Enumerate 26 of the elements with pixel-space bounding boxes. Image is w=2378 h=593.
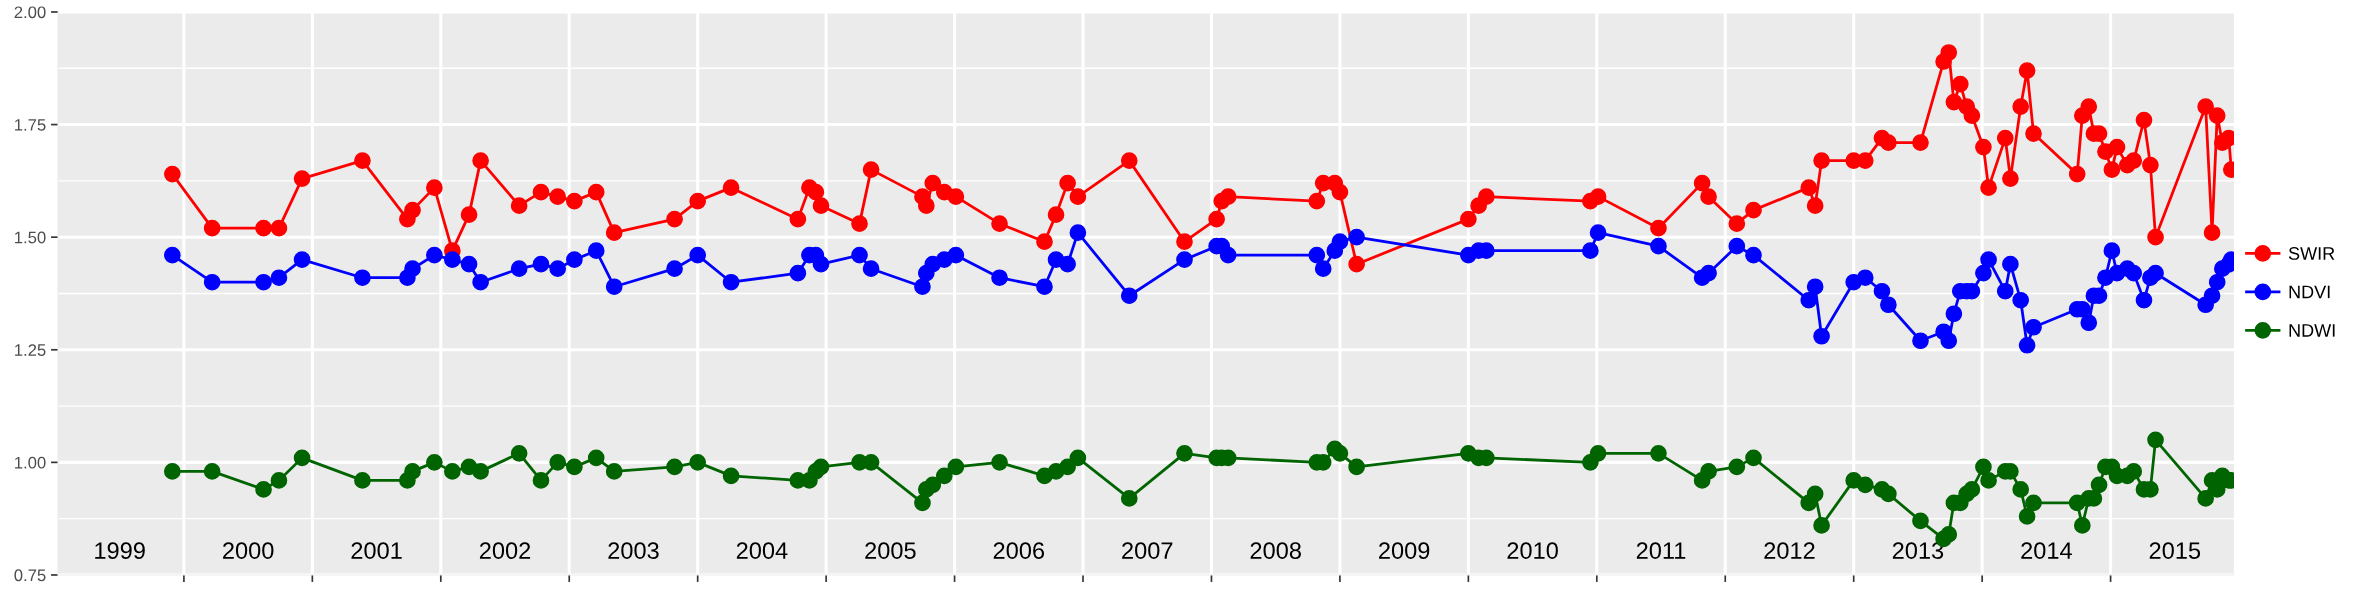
x-tick-label: 2002 (479, 542, 531, 559)
y-tick-label: 1.00 (15, 456, 46, 469)
x-tick-label: 2004 (736, 542, 788, 559)
x-tick-label: 2014 (2021, 542, 2072, 559)
x-tick-label: 2013 (1892, 542, 1944, 559)
legend-label: SWIR (2288, 247, 2335, 260)
legend-label: NDWI (2289, 324, 2335, 337)
x-tick-label: 2003 (608, 542, 659, 559)
y-tick-label: 1.25 (15, 344, 46, 356)
x-tick-label: 2012 (1764, 542, 1815, 559)
x-tick-label: 1999 (95, 542, 145, 559)
y-tick-label: 1.50 (15, 231, 46, 244)
x-tick-label: 2009 (1379, 542, 1430, 559)
y-tick-label: 2.00 (14, 6, 46, 19)
x-tick-label: 2000 (223, 542, 274, 559)
x-tick-label: 2010 (1507, 542, 1558, 559)
y-tick-label: 0.75 (14, 569, 46, 582)
y-tick-label: 1.75 (15, 119, 46, 131)
x-tick-label: 2008 (1250, 542, 1301, 559)
x-tick-label: 2007 (1122, 542, 1173, 559)
legend-label: NDVI (2289, 285, 2330, 299)
x-tick-label: 2015 (2149, 542, 2201, 559)
x-tick-label: 2011 (1636, 542, 1686, 559)
x-tick-label: 2005 (865, 542, 916, 559)
x-tick-label: 2006 (993, 542, 1045, 559)
x-tick-label: 2001 (351, 542, 402, 559)
